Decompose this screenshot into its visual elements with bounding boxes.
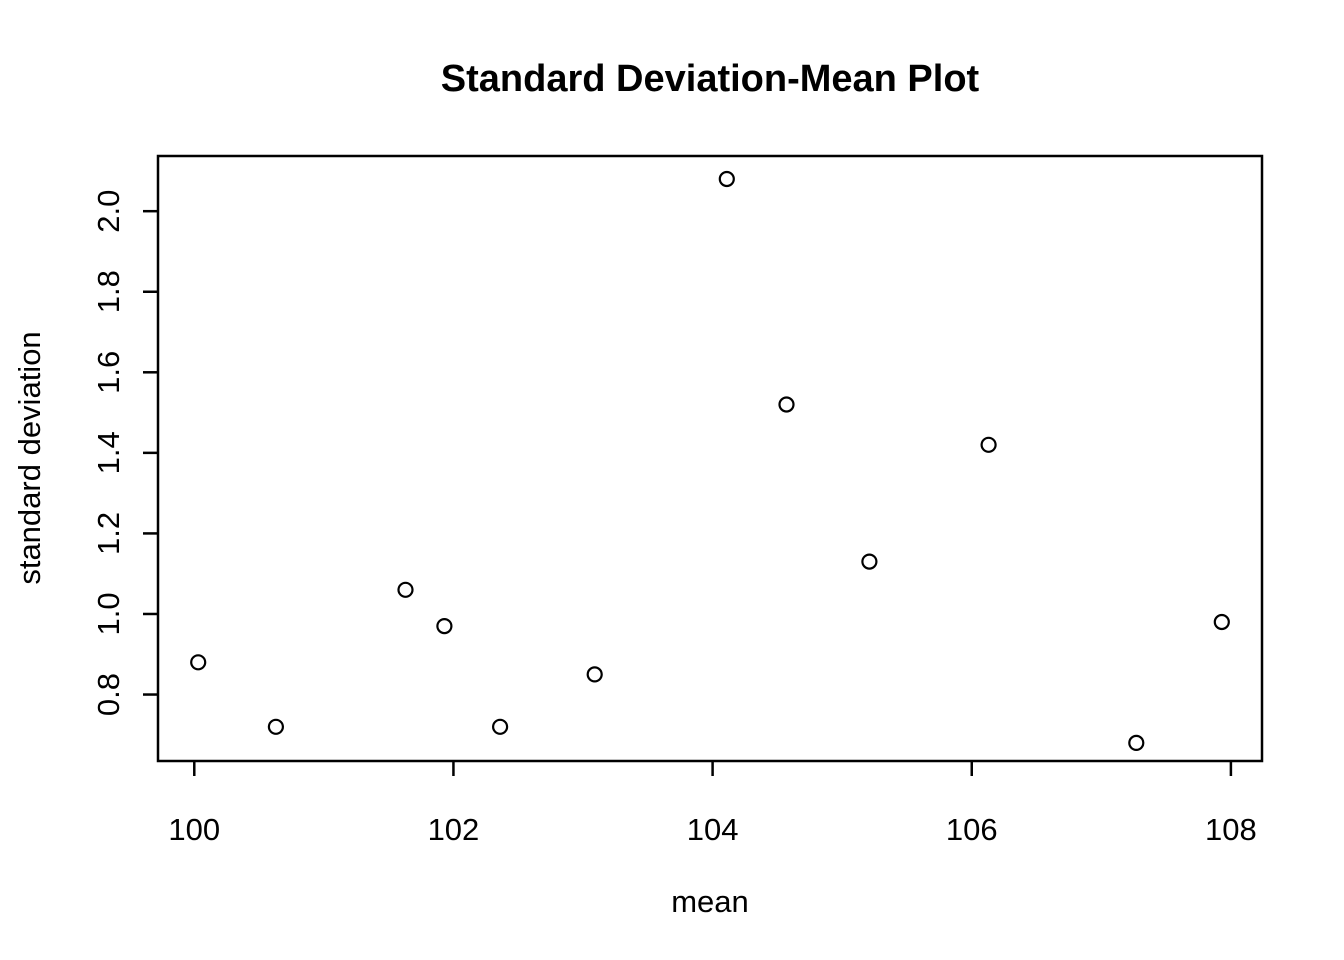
y-tick-label: 1.4 bbox=[91, 431, 126, 474]
data-point bbox=[190, 654, 207, 671]
y-tick-label: 1.2 bbox=[91, 512, 126, 555]
y-tick-label: 1.0 bbox=[91, 592, 126, 635]
data-point bbox=[586, 666, 603, 683]
x-tick-label: 104 bbox=[687, 812, 739, 847]
x-axis-ticks: 100 102 104 106 108 bbox=[168, 761, 1257, 847]
x-tick-label: 108 bbox=[1205, 812, 1257, 847]
x-tick-label: 102 bbox=[428, 812, 480, 847]
data-point bbox=[1213, 613, 1230, 631]
data-point bbox=[980, 436, 997, 453]
data-point bbox=[718, 170, 735, 188]
data-point bbox=[492, 718, 509, 735]
data-points-layer bbox=[190, 170, 1230, 752]
x-tick-label: 106 bbox=[946, 812, 998, 847]
x-axis-title: mean bbox=[671, 884, 749, 919]
y-tick-label: 1.8 bbox=[91, 270, 126, 313]
data-point bbox=[267, 718, 284, 735]
y-tick-label: 2.0 bbox=[91, 190, 126, 233]
chart-title: Standard Deviation-Mean Plot bbox=[441, 58, 980, 100]
y-axis-ticks: 0.8 1.0 1.2 1.4 1.6 1.8 2.0 bbox=[91, 190, 158, 716]
data-point bbox=[1128, 734, 1145, 752]
data-point bbox=[861, 553, 878, 570]
plot-box bbox=[156, 154, 1264, 763]
data-point bbox=[397, 581, 414, 598]
x-tick-label: 100 bbox=[168, 812, 220, 847]
y-tick-label: 1.6 bbox=[91, 351, 126, 394]
y-tick-label: 0.8 bbox=[91, 673, 126, 716]
data-point bbox=[778, 396, 795, 413]
y-axis-title: standard deviation bbox=[12, 331, 47, 584]
data-point bbox=[436, 617, 453, 635]
